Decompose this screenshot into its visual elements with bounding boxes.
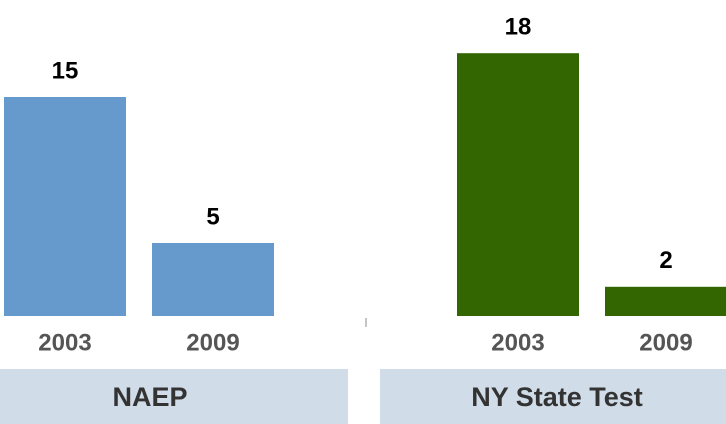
group-label: NY State Test — [471, 382, 643, 412]
bar — [4, 97, 126, 316]
data-label: 18 — [505, 14, 532, 41]
x-tick-label: 2003 — [38, 329, 91, 356]
bar — [152, 243, 274, 316]
group-label: NAEP — [112, 382, 187, 412]
data-label: 2 — [659, 247, 672, 274]
bar — [605, 286, 726, 316]
x-tick-label: 2003 — [491, 329, 544, 356]
group-box — [380, 369, 726, 424]
x-tick-label: 2009 — [186, 329, 239, 356]
group-box — [0, 369, 348, 424]
data-label: 5 — [206, 203, 219, 230]
bar — [457, 53, 579, 316]
data-label: 15 — [52, 57, 79, 84]
x-tick-label: 2009 — [639, 329, 692, 356]
